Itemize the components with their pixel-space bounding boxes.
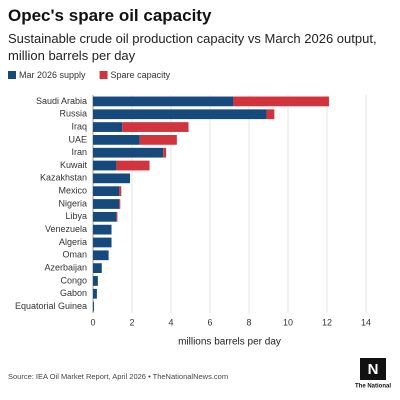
y-tick-label: Azerbaijan [44, 262, 87, 272]
y-tick-label: Iraq [71, 121, 87, 131]
bar-segment [93, 237, 112, 248]
bar-segment [93, 199, 120, 209]
bar-segment [93, 173, 131, 184]
legend-label: Mar 2026 supply [19, 70, 86, 80]
y-tick-label: Equatorial Guinea [15, 301, 87, 311]
bar-segment [93, 135, 140, 145]
chart-subtitle: Sustainable crude oil production capacit… [8, 31, 377, 63]
bar-segment [93, 224, 112, 235]
y-tick-label: Iran [71, 147, 87, 157]
y-tick-label: Venezuela [45, 224, 87, 234]
x-tick-label: 12 [322, 317, 332, 327]
bar-segment [116, 160, 150, 171]
y-tick-label: Russia [59, 109, 87, 119]
logo-text: The National [355, 384, 391, 390]
y-tick-label: Gabon [60, 288, 87, 298]
legend-swatch [8, 71, 16, 79]
bar-segment [93, 250, 109, 261]
y-tick-label: Saudi Arabia [36, 96, 87, 106]
bar-segment [139, 135, 177, 145]
legend-swatch [99, 71, 108, 79]
bar-segment [93, 147, 164, 158]
x-axis-label: millions barrels per day [178, 337, 281, 348]
bar-segment [93, 96, 234, 107]
bar-segment [163, 147, 167, 158]
bar-segment [93, 276, 98, 286]
y-tick-label: Congo [60, 275, 87, 285]
bar-segment [119, 199, 121, 209]
legend-label: Spare capacity [111, 70, 171, 80]
x-tick-label: 0 [90, 317, 95, 327]
x-tick-label: 4 [168, 317, 173, 327]
x-tick-label: 2 [129, 317, 134, 327]
x-tick-label: 8 [246, 317, 251, 327]
bar-segment [93, 186, 120, 197]
bar-segment [122, 122, 189, 132]
bar-segment [93, 109, 267, 120]
source: Source: IEA Oil Market Report, April 202… [8, 372, 228, 381]
bar-segment [93, 263, 102, 273]
bar-segment [119, 186, 122, 197]
bar-segment [116, 211, 118, 222]
chart-title: Opec's spare oil capacity [8, 6, 212, 25]
x-tick-label: 14 [361, 317, 371, 327]
logo-mark: N [368, 361, 379, 378]
x-tick-label: 6 [207, 317, 212, 327]
y-tick-label: Kuwait [60, 160, 88, 170]
bar-segment [93, 122, 123, 132]
y-tick-label: Mexico [58, 186, 87, 196]
x-tick-label: 10 [283, 317, 293, 327]
bar-segment [93, 211, 117, 222]
y-tick-label: UAE [68, 134, 87, 144]
y-tick-label: Oman [62, 250, 87, 260]
y-tick-label: Nigeria [58, 198, 87, 208]
bar-segment [266, 109, 275, 120]
bar-segment [93, 160, 117, 171]
y-tick-label: Kazakhstan [40, 173, 87, 183]
y-tick-label: Libya [65, 211, 87, 221]
y-tick-label: Algeria [59, 237, 87, 247]
logo-box [360, 358, 386, 380]
bar-segment [93, 301, 94, 312]
bar-segment [233, 96, 329, 107]
bar-segment [93, 288, 97, 299]
